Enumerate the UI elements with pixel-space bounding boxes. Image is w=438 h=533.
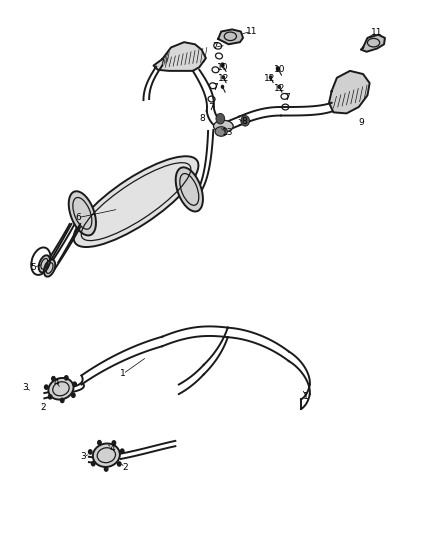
Circle shape	[216, 114, 225, 124]
Circle shape	[45, 385, 48, 389]
Polygon shape	[361, 35, 385, 52]
Circle shape	[112, 441, 116, 445]
Text: 13: 13	[222, 128, 233, 137]
Text: 7: 7	[208, 102, 214, 111]
Circle shape	[104, 467, 108, 471]
Ellipse shape	[214, 120, 233, 132]
Text: 6: 6	[75, 213, 81, 222]
Ellipse shape	[48, 378, 74, 400]
Text: 8: 8	[200, 114, 205, 123]
Ellipse shape	[44, 260, 55, 277]
Ellipse shape	[93, 443, 120, 467]
Text: 4: 4	[54, 378, 60, 387]
Circle shape	[64, 376, 68, 380]
Text: 7: 7	[212, 83, 219, 92]
Circle shape	[120, 449, 124, 453]
Circle shape	[269, 75, 272, 79]
Ellipse shape	[39, 255, 50, 272]
Circle shape	[71, 393, 75, 397]
Ellipse shape	[69, 191, 96, 236]
Circle shape	[88, 450, 92, 454]
Text: 3: 3	[22, 383, 28, 392]
Ellipse shape	[215, 127, 227, 136]
Circle shape	[221, 85, 224, 89]
Text: 4: 4	[109, 444, 115, 453]
Text: 12: 12	[218, 74, 229, 83]
Circle shape	[52, 376, 55, 381]
Circle shape	[60, 398, 64, 402]
Text: 9: 9	[358, 118, 364, 127]
Polygon shape	[153, 42, 206, 71]
Circle shape	[241, 116, 250, 126]
Circle shape	[278, 85, 281, 89]
Circle shape	[276, 66, 280, 71]
Text: 12: 12	[264, 74, 275, 83]
Ellipse shape	[74, 156, 198, 247]
Text: 11: 11	[371, 28, 383, 37]
Circle shape	[92, 462, 95, 466]
Text: 8: 8	[241, 117, 247, 126]
Circle shape	[98, 441, 101, 445]
Polygon shape	[218, 29, 243, 44]
Text: 10: 10	[273, 66, 285, 74]
Text: 1: 1	[304, 392, 309, 401]
Text: 5: 5	[31, 263, 36, 272]
Circle shape	[49, 395, 52, 399]
Text: 1: 1	[120, 369, 126, 378]
Text: 7: 7	[284, 93, 290, 102]
Text: 10: 10	[217, 63, 228, 71]
Text: 12: 12	[274, 84, 285, 93]
Circle shape	[220, 62, 225, 68]
Circle shape	[117, 462, 121, 466]
Text: 2: 2	[122, 463, 128, 472]
Text: 2: 2	[41, 403, 46, 413]
Polygon shape	[329, 71, 370, 114]
Circle shape	[222, 75, 225, 79]
Text: 11: 11	[246, 27, 258, 36]
Circle shape	[73, 382, 76, 386]
Text: 3: 3	[81, 453, 87, 462]
Ellipse shape	[176, 167, 203, 212]
Text: 7: 7	[212, 43, 218, 52]
